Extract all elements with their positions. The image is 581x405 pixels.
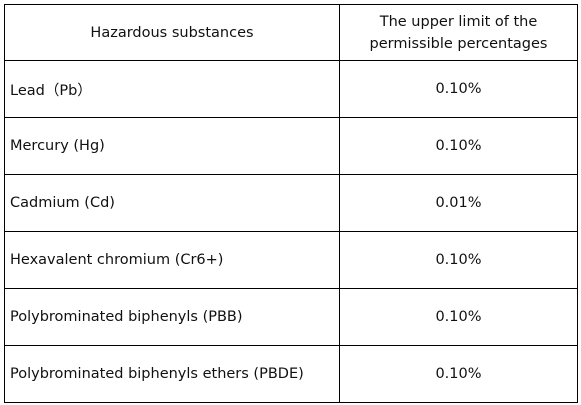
table-row: Cadmium (Cd) 0.01% <box>4 174 578 232</box>
limit-cell: 0.10% <box>339 288 578 346</box>
substance-cell: Mercury (Hg) <box>4 117 340 175</box>
header-cell: Hazardous substances <box>4 4 340 61</box>
substance-cell: Polybrominated biphenyls (PBB) <box>4 288 340 346</box>
limit-cell: 0.10% <box>339 60 578 118</box>
table-row: Hexavalent chromium (Cr6+) 0.10% <box>4 231 578 289</box>
limit-cell: 0.10% <box>339 345 578 403</box>
table-body: Lead（Pb） 0.10% Mercury (Hg) 0.10% Cadmium (C… <box>4 60 578 403</box>
substance-cell: Polybrominated biphenyls ethers (PBDE) <box>4 345 340 403</box>
header-cell: The upper limit of the permissible perce… <box>339 4 578 61</box>
limit-cell: 0.01% <box>339 174 578 232</box>
table-row: Mercury (Hg) 0.10% <box>4 117 578 175</box>
header-row: Hazardous substances The upper limit of … <box>4 4 578 61</box>
limit-cell: 0.10% <box>339 231 578 289</box>
substance-cell: Hexavalent chromium (Cr6+) <box>4 231 340 289</box>
substance-cell: Lead（Pb） <box>4 60 340 118</box>
substance-cell: Cadmium (Cd) <box>4 174 340 232</box>
table-row: Lead（Pb） 0.10% <box>4 60 578 118</box>
table-row: Polybrominated biphenyls ethers (PBDE) 0.… <box>4 345 578 403</box>
substance-table: Hazardous substances The upper limit of … <box>4 4 578 403</box>
header-text: The upper limit of the permissible perce… <box>369 13 548 52</box>
limit-cell: 0.10% <box>339 117 578 175</box>
table-row: Polybrominated biphenyls (PBB) 0.10% <box>4 288 578 346</box>
